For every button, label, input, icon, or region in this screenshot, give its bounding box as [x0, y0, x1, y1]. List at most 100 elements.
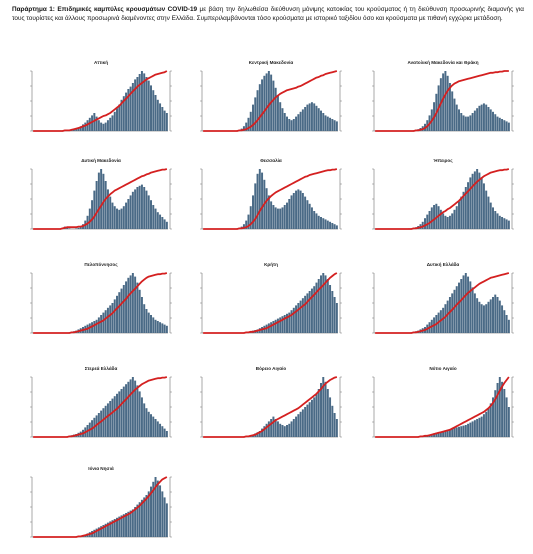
- daily-cases-bar: [97, 120, 100, 131]
- daily-cases-bar: [145, 309, 148, 333]
- daily-cases-bar: [122, 514, 125, 537]
- daily-cases-bar: [163, 219, 166, 229]
- daily-cases-bar: [462, 275, 465, 333]
- daily-cases-bar: [498, 300, 501, 333]
- daily-cases-bar: [86, 215, 89, 229]
- daily-cases-bar: [120, 389, 123, 437]
- daily-cases-bar: [295, 416, 298, 437]
- cumulative-cases-line: [203, 70, 338, 132]
- daily-cases-bar: [134, 507, 137, 537]
- daily-cases-bar: [480, 416, 483, 437]
- daily-cases-bar: [116, 208, 118, 229]
- daily-cases-bar: [446, 429, 449, 437]
- daily-cases-bar: [265, 73, 268, 131]
- daily-cases-bar: [156, 212, 159, 229]
- daily-cases-bar: [335, 303, 338, 333]
- daily-cases-bar: [462, 191, 465, 229]
- daily-cases-bar: [150, 315, 152, 333]
- daily-cases-bar: [256, 90, 259, 131]
- daily-cases-bar: [442, 73, 445, 131]
- daily-cases-bar: [482, 103, 485, 131]
- daily-cases-bar: [458, 426, 460, 437]
- daily-cases-bar: [480, 104, 483, 131]
- daily-cases-bar: [329, 221, 332, 229]
- daily-cases-bar: [473, 171, 476, 229]
- chart-panel: Στερεά Ελλάδα: [22, 366, 180, 454]
- daily-cases-bar: [324, 275, 327, 333]
- daily-cases-bar: [283, 426, 286, 437]
- daily-cases-bar: [129, 86, 132, 131]
- daily-cases-bar: [252, 195, 254, 229]
- daily-cases-bar: [267, 71, 270, 131]
- daily-cases-bar: [286, 425, 288, 437]
- daily-cases-bar: [252, 104, 254, 131]
- daily-cases-bar: [88, 117, 91, 131]
- annex-emphasis: Επιδημικές καμπύλες κρουσμάτων COVID-19: [57, 6, 198, 13]
- daily-cases-bar: [322, 377, 325, 437]
- daily-cases-bar: [320, 110, 322, 131]
- daily-cases-bar: [469, 422, 472, 437]
- daily-cases-bar: [131, 377, 134, 437]
- daily-cases-bar: [496, 213, 499, 229]
- daily-cases-bar: [496, 297, 499, 333]
- daily-cases-bar: [242, 224, 245, 229]
- daily-cases-bar: [308, 203, 311, 229]
- daily-cases-bar: [97, 527, 100, 537]
- daily-cases-bar: [304, 196, 307, 229]
- daily-cases-bar: [315, 105, 318, 131]
- daily-cases-bar: [283, 113, 286, 131]
- daily-cases-bar: [494, 114, 497, 131]
- cumulative-cases-line: [33, 70, 168, 132]
- daily-cases-bar: [256, 432, 259, 437]
- daily-cases-bar: [324, 381, 327, 437]
- daily-cases-bar: [143, 187, 146, 229]
- daily-cases-bar: [261, 79, 264, 131]
- daily-cases-bar: [329, 397, 332, 437]
- daily-cases-bar: [138, 185, 141, 229]
- daily-cases-bar: [458, 201, 460, 229]
- daily-cases-bar: [435, 203, 438, 229]
- daily-cases-bar: [455, 104, 458, 131]
- daily-cases-bar: [245, 220, 248, 229]
- daily-cases-bar: [140, 71, 143, 131]
- daily-cases-bar: [320, 217, 322, 229]
- daily-cases-bar: [286, 202, 288, 229]
- daily-cases-bar: [448, 429, 451, 437]
- cumulative-cases-line: [33, 168, 168, 230]
- cumulative-cases-line: [203, 376, 338, 438]
- chart-title: Στερεά Ελλάδα: [84, 366, 118, 371]
- daily-cases-bar: [299, 300, 302, 333]
- daily-cases-bar: [245, 122, 248, 131]
- daily-cases-bar: [489, 202, 492, 229]
- daily-cases-bar: [93, 529, 96, 537]
- daily-cases-bar: [118, 104, 121, 131]
- daily-cases-bar: [297, 114, 300, 131]
- chart-title: Πελοπόννησος: [84, 262, 118, 267]
- daily-cases-bar: [267, 323, 270, 333]
- daily-cases-bar: [507, 220, 510, 229]
- daily-cases-bar: [111, 303, 114, 333]
- chart-title: Θεσσαλία: [260, 158, 282, 163]
- daily-cases-bar: [453, 209, 456, 229]
- daily-cases-bar: [304, 407, 307, 437]
- daily-cases-bar: [276, 208, 279, 229]
- daily-cases-bar: [467, 423, 470, 437]
- daily-cases-bar: [129, 510, 132, 537]
- daily-cases-bar: [82, 124, 84, 131]
- daily-cases-bar: [451, 91, 454, 131]
- daily-cases-bar: [304, 107, 307, 131]
- daily-cases-bar: [485, 104, 488, 131]
- daily-cases-bar: [485, 304, 488, 333]
- daily-cases-bar: [127, 511, 130, 537]
- daily-cases-bar: [102, 408, 105, 437]
- daily-cases-bar: [451, 293, 454, 333]
- daily-cases-bar: [424, 218, 426, 229]
- chart-panel: Κεντρική Μακεδονία: [192, 60, 350, 148]
- daily-cases-bar: [467, 116, 470, 131]
- daily-cases-bar: [492, 111, 494, 131]
- daily-cases-bar: [134, 189, 137, 229]
- daily-cases-bar: [281, 108, 284, 131]
- daily-cases-bar: [109, 196, 112, 229]
- chart-title: Ιόνια Νησιά: [88, 466, 114, 471]
